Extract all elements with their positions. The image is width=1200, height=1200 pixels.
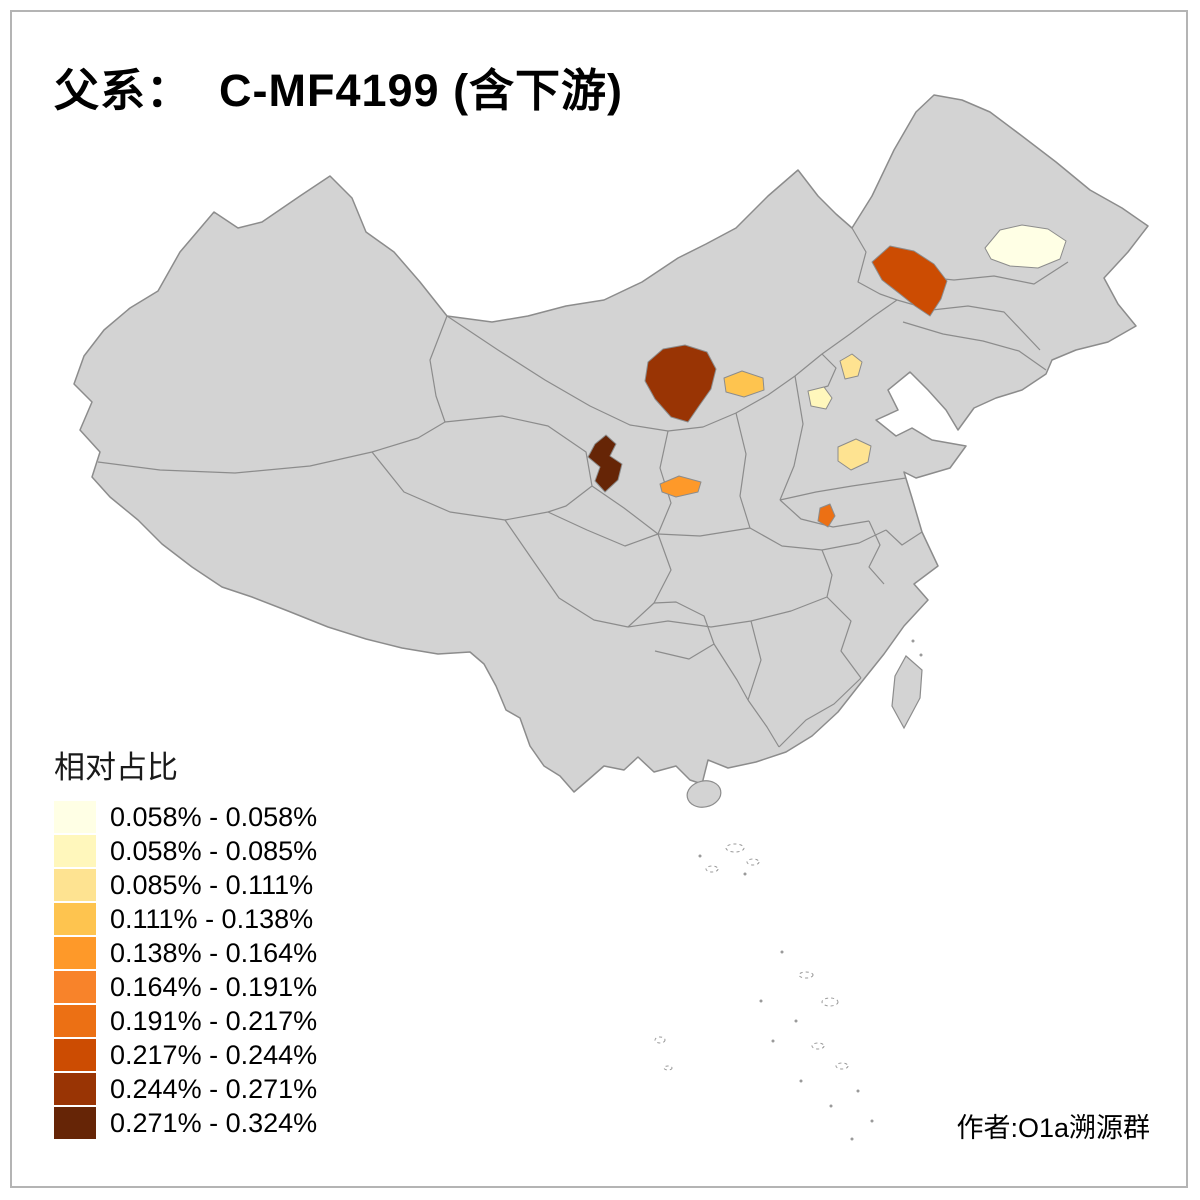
legend-item: 0.244% - 0.271%: [54, 1073, 317, 1105]
region-west-shaanxi: [659, 475, 702, 498]
legend-item: 0.085% - 0.111%: [54, 869, 317, 901]
legend-item: 0.111% - 0.138%: [54, 903, 317, 935]
legend-title: 相对占比: [54, 750, 178, 785]
region-central-hebei: [807, 386, 833, 410]
legend-label: 0.085% - 0.111%: [110, 870, 314, 900]
legend-item: 0.191% - 0.217%: [54, 1005, 317, 1037]
legend-label: 0.058% - 0.085%: [110, 836, 318, 866]
legend-items: 0.058% - 0.058% 0.058% - 0.085% 0.085% - 0…: [54, 801, 317, 1139]
legend-item: 0.217% - 0.244%: [54, 1039, 317, 1071]
legend-label: 0.164% - 0.191%: [110, 972, 318, 1002]
region-southeast-gansu: [587, 434, 623, 493]
south-china-sea-islets: [698, 639, 923, 1141]
legend-label: 0.138% - 0.164%: [110, 938, 318, 968]
hainan-island: [686, 780, 722, 808]
legend-swatch: [54, 937, 96, 969]
legend-item: 0.164% - 0.191%: [54, 971, 317, 1003]
legend-swatch: [54, 835, 96, 867]
map-title: 父系： C-MF4199 (含下游): [54, 65, 624, 116]
legend-item: 0.058% - 0.058%: [54, 801, 317, 833]
legend-swatch: [54, 1107, 96, 1139]
highlighted-regions: [587, 224, 1067, 528]
legend-swatch: [54, 869, 96, 901]
legend-swatch: [54, 801, 96, 833]
region-west-heilongjiang: [984, 224, 1067, 269]
legend-label: 0.058% - 0.058%: [110, 802, 318, 832]
legend: 相对占比 0.058% - 0.058% 0.058% - 0.085% 0.085…: [54, 742, 317, 1141]
legend-swatch: [54, 903, 96, 935]
south-china-sea-islands: [654, 843, 849, 1071]
region-central-inner-mongolia: [644, 344, 717, 423]
legend-swatch: [54, 1073, 96, 1105]
legend-label: 0.217% - 0.244%: [110, 1040, 318, 1070]
legend-item: 0.058% - 0.085%: [54, 835, 317, 867]
legend-swatch: [54, 1039, 96, 1071]
legend-swatch: [54, 1005, 96, 1037]
region-central-shandong: [837, 438, 872, 471]
legend-item: 0.138% - 0.164%: [54, 937, 317, 969]
legend-label: 0.111% - 0.138%: [110, 904, 314, 934]
legend-label: 0.271% - 0.324%: [110, 1108, 318, 1138]
legend-item: 0.271% - 0.324%: [54, 1107, 317, 1139]
attribution-text: 作者:O1a溯源群: [956, 1113, 1150, 1143]
legend-label: 0.244% - 0.271%: [110, 1074, 318, 1104]
region-beijing-area: [839, 353, 863, 380]
legend-label: 0.191% - 0.217%: [110, 1006, 318, 1036]
region-central-henan: [817, 503, 836, 528]
legend-swatch: [54, 971, 96, 1003]
region-north-shanxi: [723, 370, 765, 398]
taiwan-island: [891, 655, 923, 730]
region-east-inner-mongolia: [871, 245, 948, 317]
